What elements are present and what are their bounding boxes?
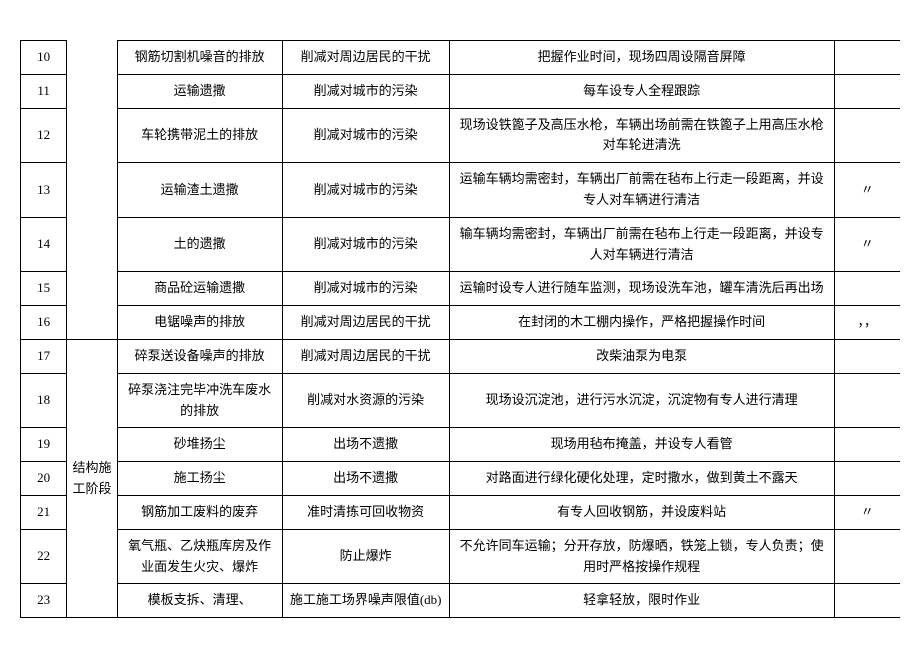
- note-cell: 〃: [834, 163, 900, 218]
- target-cell: 准时清拣可回收物资: [282, 495, 449, 529]
- table-row: 23 模板支拆、清理、施工施工场界噪声限值(db)轻拿轻放，限时作业: [21, 584, 901, 618]
- factor-cell: 运输渣土遗撒: [117, 163, 282, 218]
- table-row: 16 电锯噪声的排放削减对周边居民的干扰在封闭的木工棚内操作，严格把握操作时间，，: [21, 306, 901, 340]
- measures-table: 10钢筋切割机噪音的排放削减对周边居民的干扰把握作业时间，现场四周设隔音屏障11…: [20, 40, 900, 618]
- row-number: 17: [21, 339, 67, 373]
- target-cell: 削减对周边居民的干扰: [282, 306, 449, 340]
- table-row: 18 碎泵浇注完毕冲洗车废水的排放削减对水资源的污染现场设沉淀池，进行污水沉淀，沉…: [21, 373, 901, 428]
- note-cell: [834, 272, 900, 306]
- note-cell: [834, 428, 900, 462]
- note-cell: [834, 462, 900, 496]
- row-number: 19: [21, 428, 67, 462]
- target-cell: 削减对城市的污染: [282, 108, 449, 163]
- measure-cell: 现场用毡布掩盖，并设专人看管: [449, 428, 834, 462]
- factor-cell: 钢筋加工废料的废弃: [117, 495, 282, 529]
- row-number: 21: [21, 495, 67, 529]
- note-cell: 〃: [834, 217, 900, 272]
- row-number: 12: [21, 108, 67, 163]
- factor-cell: 砂堆扬尘: [117, 428, 282, 462]
- factor-cell: 模板支拆、清理、: [117, 584, 282, 618]
- table-row: 12 车轮携带泥土的排放削减对城市的污染现场设铁篦子及高压水枪，车辆出场前需在铁篦…: [21, 108, 901, 163]
- phase-cell-main: 结构施工阶段: [67, 339, 118, 617]
- target-cell: 削减对城市的污染: [282, 163, 449, 218]
- measure-cell: 运输车辆均需密封，车辆出厂前需在毡布上行走一段距离，并设专人对车辆进行清洁: [449, 163, 834, 218]
- measure-cell: 现场设沉淀池，进行污水沉淀，沉淀物有专人进行清理: [449, 373, 834, 428]
- target-cell: 防止爆炸: [282, 529, 449, 584]
- row-number: 20: [21, 462, 67, 496]
- table-row: 15 商品砼运输遗撒削减对城市的污染运输时设专人进行随车监测，现场设洗车池，罐车清…: [21, 272, 901, 306]
- note-cell: [834, 373, 900, 428]
- factor-cell: 施工扬尘: [117, 462, 282, 496]
- table-row: 22 氧气瓶、乙炔瓶库房及作业面发生火灾、爆炸防止爆炸不允许同车运输；分开存放，防…: [21, 529, 901, 584]
- row-number: 14: [21, 217, 67, 272]
- note-cell: 〃: [834, 495, 900, 529]
- note-cell: [834, 339, 900, 373]
- factor-cell: 钢筋切割机噪音的排放: [117, 41, 282, 75]
- measure-cell: 输车辆均需密封，车辆出厂前需在毡布上行走一段距离，并设专人对车辆进行清洁: [449, 217, 834, 272]
- row-number: 13: [21, 163, 67, 218]
- measure-cell: 每车设专人全程跟踪: [449, 74, 834, 108]
- measure-cell: 对路面进行绿化硬化处理，定时撒水，做到黄土不露天: [449, 462, 834, 496]
- factor-cell: 电锯噪声的排放: [117, 306, 282, 340]
- target-cell: 削减对城市的污染: [282, 217, 449, 272]
- note-cell: ，，: [834, 306, 900, 340]
- table-row: 10 钢筋切割机噪音的排放削减对周边居民的干扰把握作业时间，现场四周设隔音屏障: [21, 41, 901, 75]
- measure-cell: 现场设铁篦子及高压水枪，车辆出场前需在铁篦子上用高压水枪对车轮进清洗: [449, 108, 834, 163]
- target-cell: 出场不遗撒: [282, 462, 449, 496]
- factor-cell: 运输遗撒: [117, 74, 282, 108]
- measure-cell: 把握作业时间，现场四周设隔音屏障: [449, 41, 834, 75]
- table-row: 13 运输渣土遗撒削减对城市的污染运输车辆均需密封，车辆出厂前需在毡布上行走一段距…: [21, 163, 901, 218]
- table-row: 11 运输遗撒削减对城市的污染每车设专人全程跟踪: [21, 74, 901, 108]
- table-row: 20 施工扬尘出场不遗撒对路面进行绿化硬化处理，定时撒水，做到黄土不露天: [21, 462, 901, 496]
- measure-cell: 轻拿轻放，限时作业: [449, 584, 834, 618]
- row-number: 10: [21, 41, 67, 75]
- row-number: 18: [21, 373, 67, 428]
- row-number: 16: [21, 306, 67, 340]
- phase-cell-top: [67, 41, 118, 340]
- table-row: 19 砂堆扬尘出场不遗撒现场用毡布掩盖，并设专人看管: [21, 428, 901, 462]
- note-cell: [834, 41, 900, 75]
- note-cell: [834, 108, 900, 163]
- note-cell: [834, 584, 900, 618]
- factor-cell: 商品砼运输遗撒: [117, 272, 282, 306]
- row-number: 11: [21, 74, 67, 108]
- target-cell: 削减对周边居民的干扰: [282, 41, 449, 75]
- measure-cell: 有专人回收钢筋，并设废料站: [449, 495, 834, 529]
- factor-cell: 碎泵浇注完毕冲洗车废水的排放: [117, 373, 282, 428]
- note-cell: [834, 529, 900, 584]
- table-row: 17结构施工阶段碎泵送设备噪声的排放削减对周边居民的干扰改柴油泵为电泵: [21, 339, 901, 373]
- measure-cell: 在封闭的木工棚内操作，严格把握操作时间: [449, 306, 834, 340]
- factor-cell: 土的遗撒: [117, 217, 282, 272]
- factor-cell: 车轮携带泥土的排放: [117, 108, 282, 163]
- measure-cell: 改柴油泵为电泵: [449, 339, 834, 373]
- target-cell: 施工施工场界噪声限值(db): [282, 584, 449, 618]
- target-cell: 削减对周边居民的干扰: [282, 339, 449, 373]
- note-cell: [834, 74, 900, 108]
- measure-cell: 不允许同车运输；分开存放，防爆晒，铁笼上锁，专人负责；使用时严格按操作规程: [449, 529, 834, 584]
- factor-cell: 氧气瓶、乙炔瓶库房及作业面发生火灾、爆炸: [117, 529, 282, 584]
- target-cell: 削减对城市的污染: [282, 74, 449, 108]
- target-cell: 削减对水资源的污染: [282, 373, 449, 428]
- row-number: 22: [21, 529, 67, 584]
- target-cell: 削减对城市的污染: [282, 272, 449, 306]
- row-number: 23: [21, 584, 67, 618]
- row-number: 15: [21, 272, 67, 306]
- measure-cell: 运输时设专人进行随车监测，现场设洗车池，罐车清洗后再出场: [449, 272, 834, 306]
- table-row: 21 钢筋加工废料的废弃准时清拣可回收物资有专人回收钢筋，并设废料站〃: [21, 495, 901, 529]
- target-cell: 出场不遗撒: [282, 428, 449, 462]
- factor-cell: 碎泵送设备噪声的排放: [117, 339, 282, 373]
- table-row: 14 土的遗撒削减对城市的污染输车辆均需密封，车辆出厂前需在毡布上行走一段距离，并…: [21, 217, 901, 272]
